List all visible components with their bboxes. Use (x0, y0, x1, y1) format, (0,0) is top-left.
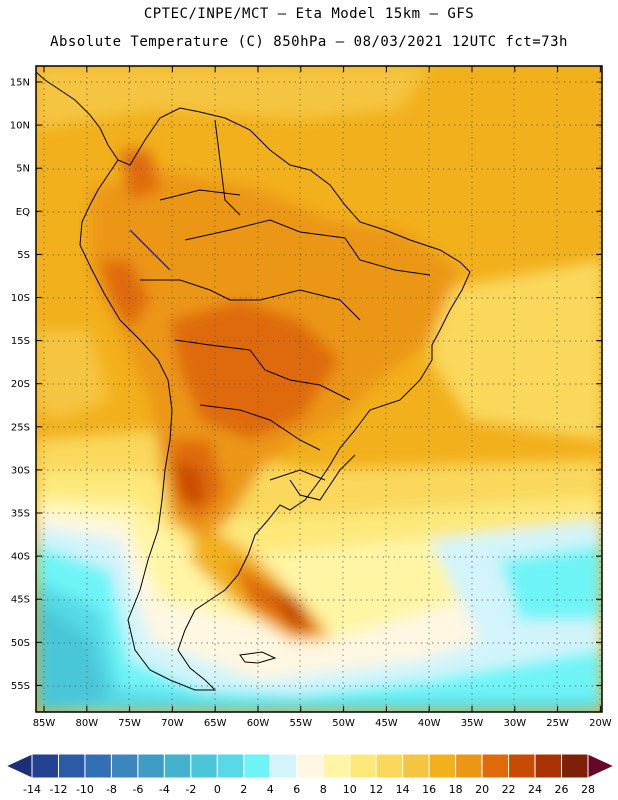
colorbar-swatch (84, 753, 112, 779)
colorbar-swatch (428, 753, 457, 779)
colorbar-label: 26 (555, 783, 569, 796)
lat-label: 35S (11, 509, 30, 520)
lon-label: 55W (289, 718, 312, 729)
lat-label: 20S (11, 379, 30, 390)
colorbar-swatch (243, 753, 271, 779)
colorbar-label: 0 (214, 783, 221, 796)
colorbar-label: -8 (106, 783, 117, 796)
colorbar-label: 16 (422, 783, 436, 796)
colorbar-under-triangle (4, 753, 33, 779)
colorbar-swatch (296, 753, 324, 779)
colorbar-swatch (375, 753, 404, 779)
colorbar-over-triangle (587, 753, 616, 779)
colorbar-label: -2 (185, 783, 196, 796)
colorbar-label: -6 (132, 783, 143, 796)
lon-label: 50W (332, 718, 355, 729)
colorbar-labels: -14 -12 -10 -8 -6 -4 -2 0 2 4 6 8 10 12 14 16 18 20 22 24 26… (23, 783, 595, 796)
axis-ticks (36, 66, 602, 712)
colorbar-swatch (402, 753, 430, 779)
colorbar-swatch (534, 753, 563, 779)
colorbar-swatch (190, 753, 218, 779)
colorbar-swatch (57, 753, 86, 779)
lat-label: 5S (17, 250, 30, 261)
colorbar-swatch (163, 753, 192, 779)
lat-label: 10N (10, 121, 30, 132)
colorbar-swatch (269, 753, 298, 779)
colorbar-label: 28 (581, 783, 595, 796)
colorbar-label: 8 (320, 783, 327, 796)
colorbar-label: 20 (475, 783, 489, 796)
lon-label: 45W (375, 718, 398, 729)
lat-label: 45S (11, 595, 30, 606)
colorbar-swatch (349, 753, 377, 779)
lat-label: EQ (16, 207, 30, 218)
colorbar-label: 10 (343, 783, 357, 796)
colorbar-label: 18 (449, 783, 463, 796)
colorbar-label: 22 (502, 783, 516, 796)
colorbar-label: 12 (369, 783, 383, 796)
lat-label: 30S (11, 465, 30, 476)
coastlines (36, 71, 471, 691)
lon-label: 65W (204, 718, 227, 729)
colorbar-label: -10 (76, 783, 94, 796)
lon-label: 70W (161, 718, 184, 729)
lon-label: 60W (247, 718, 270, 729)
lat-label: 50S (11, 638, 30, 649)
colorbar-swatch (322, 753, 351, 779)
lon-label: 40W (418, 718, 441, 729)
colorbar-label: 14 (396, 783, 410, 796)
colorbar-label: 6 (293, 783, 300, 796)
colorbar-swatch (110, 753, 139, 779)
map-frame (35, 65, 603, 713)
lat-label: 15N (10, 78, 30, 89)
colorbar-label: 2 (240, 783, 247, 796)
lat-label: 25S (11, 422, 30, 433)
colorbar-swatch (561, 753, 589, 779)
chart-title-line2: Absolute Temperature (C) 850hPa – 08/03/… (50, 34, 568, 50)
lon-label: 85W (33, 718, 56, 729)
latitude-labels: 15N 10N 5N EQ 5S 10S 15S 20S 25S 30S 35S 40S 45S 50S 5… (10, 78, 30, 692)
graticule (36, 66, 602, 712)
lat-label: 10S (11, 293, 30, 304)
colorbar-label: -12 (49, 783, 67, 796)
colorbar-swatch (455, 753, 483, 779)
temperature-field (36, 66, 602, 712)
colorbar-swatch (31, 753, 59, 779)
lon-label: 80W (75, 718, 98, 729)
lat-label: 5N (16, 164, 30, 175)
colorbar (4, 753, 616, 779)
colorbar-label: 24 (528, 783, 542, 796)
lon-label: 35W (461, 718, 484, 729)
colorbar-swatch (216, 753, 245, 779)
colorbar-label: -4 (159, 783, 170, 796)
lat-label: 55S (11, 681, 30, 692)
colorbar-label: 4 (267, 783, 274, 796)
lat-label: 15S (11, 336, 30, 347)
colorbar-swatch (137, 753, 165, 779)
colorbar-label: -14 (23, 783, 41, 796)
lon-label: 75W (118, 718, 141, 729)
lon-label: 30W (503, 718, 526, 729)
chart-title-line1: CPTEC/INPE/MCT – Eta Model 15km – GFS (143, 6, 475, 22)
lon-label: 25W (546, 718, 569, 729)
colorbar-swatch (508, 753, 536, 779)
lat-label: 40S (11, 552, 30, 563)
lon-label: 20W (589, 718, 612, 729)
colorbar-swatch (481, 753, 510, 779)
longitude-labels: 85W 80W 75W 70W 65W 60W 55W 50W 45W 40W 35W 30W 25W 2… (33, 718, 612, 729)
